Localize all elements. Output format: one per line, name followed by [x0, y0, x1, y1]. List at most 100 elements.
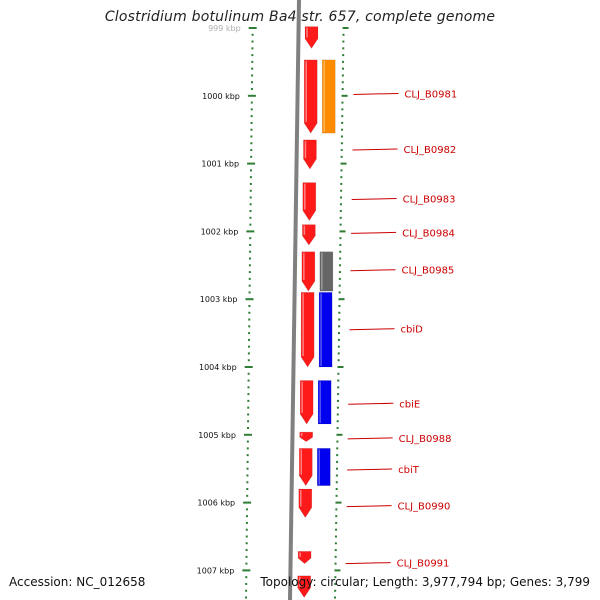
ruler-minor-tick: [246, 474, 249, 477]
ruler-minor-tick: [248, 277, 251, 280]
ruler-minor-tick: [247, 372, 250, 375]
outer-minor-tick: [342, 47, 345, 50]
outer-major-tick: [338, 298, 345, 301]
ruler-tick-label: 1000 kbp: [202, 92, 240, 101]
ruler-minor-tick: [245, 555, 248, 558]
ruler-minor-tick: [245, 515, 248, 518]
outer-minor-tick: [341, 81, 344, 84]
ruler-minor-tick: [251, 33, 254, 36]
ruler-minor-tick: [248, 284, 251, 287]
ruler-minor-tick: [251, 67, 254, 70]
outer-minor-tick: [342, 60, 345, 63]
ruler-minor-tick: [249, 223, 252, 226]
outer-minor-tick: [340, 189, 343, 192]
ruler-minor-tick: [245, 542, 248, 545]
ruler-minor-tick: [249, 176, 252, 179]
ruler-minor-tick: [248, 311, 251, 314]
gene-label: cbiE: [399, 399, 420, 410]
ruler-minor-tick: [250, 169, 253, 172]
gene-label-leader: [346, 505, 392, 508]
outer-minor-tick: [341, 121, 344, 124]
ruler-minor-tick: [249, 250, 252, 253]
outer-minor-tick: [335, 488, 338, 491]
outer-minor-tick: [338, 291, 341, 294]
gene-arrow: [303, 59, 318, 134]
outer-minor-tick: [337, 372, 340, 375]
ruler-tick-label: 1007 kbp: [197, 566, 235, 575]
gene-arrow: [298, 488, 313, 519]
outer-minor-tick: [336, 454, 339, 457]
ruler-minor-tick: [250, 149, 253, 152]
gene-label-leader: [345, 562, 391, 565]
ruler-minor-tick: [247, 420, 250, 423]
outer-minor-tick: [342, 54, 345, 57]
ruler-minor-tick: [249, 216, 252, 219]
outer-major-tick: [339, 230, 346, 233]
gene-label: CLJ_B0984: [402, 228, 455, 239]
ruler-minor-tick: [251, 40, 254, 43]
outer-minor-tick: [339, 210, 342, 213]
outer-minor-tick: [340, 196, 343, 199]
ruler-minor-tick: [245, 562, 248, 565]
ruler-minor-tick: [247, 393, 250, 396]
gene-arrow: [301, 251, 316, 292]
outer-minor-tick: [337, 338, 340, 341]
outer-major-tick: [335, 501, 342, 504]
outer-minor-tick: [335, 494, 338, 497]
outer-minor-tick: [339, 237, 342, 240]
outer-minor-tick: [336, 406, 339, 409]
outer-minor-tick: [341, 108, 344, 111]
outer-minor-tick: [335, 474, 338, 477]
gene-arrow: [297, 551, 312, 565]
ruler-minor-tick: [250, 142, 253, 145]
outer-minor-tick: [337, 352, 340, 355]
outer-minor-tick: [337, 345, 340, 348]
outer-minor-tick: [341, 101, 344, 104]
ruler-minor-tick: [249, 203, 252, 206]
outer-minor-tick: [336, 427, 339, 430]
outer-minor-tick: [334, 596, 337, 599]
kbp-ruler: 999 kbp 1000 kbp 1001 kbp 1002 kbp 1003 kbp 1…: [197, 24, 257, 599]
outer-minor-tick: [339, 264, 342, 267]
gene-label-leader: [349, 328, 395, 331]
outer-minor-tick: [337, 393, 340, 396]
gene-label: CLJ_B0991: [397, 559, 450, 570]
outer-minor-tick: [334, 589, 337, 592]
outer-minor-tick: [335, 521, 338, 524]
outer-minor-tick: [335, 515, 338, 518]
outer-minor-tick: [339, 257, 342, 260]
outer-minor-tick: [334, 582, 337, 585]
ruler-minor-tick: [247, 399, 250, 402]
ruler-tick-label: 1004 kbp: [199, 363, 237, 372]
ruler-minor-tick: [250, 115, 253, 118]
outer-major-tick: [340, 162, 347, 165]
outer-minor-tick: [337, 379, 340, 382]
outer-minor-tick: [335, 467, 338, 470]
ruler-minor-tick: [245, 521, 248, 524]
gene-label-leader: [350, 269, 396, 272]
ruler-tick-label: 1001 kbp: [201, 160, 239, 169]
outer-minor-tick: [342, 40, 345, 43]
ruler-minor-tick: [246, 467, 249, 470]
outer-minor-tick: [336, 460, 339, 463]
outer-major-tick: [337, 366, 344, 368]
ruler-minor-tick: [250, 101, 253, 104]
accession-text: Accession: NC_012658: [9, 575, 146, 589]
outer-minor-tick: [334, 549, 337, 552]
ruler-minor-tick: [250, 155, 253, 158]
ruler-tick-label: 1002 kbp: [201, 227, 239, 236]
outer-minor-tick: [342, 33, 345, 36]
ruler-minor-tick: [247, 427, 250, 430]
outer-minor-tick: [340, 182, 343, 185]
cog-feature: [316, 448, 331, 486]
outer-minor-tick: [339, 250, 342, 253]
gene-arrow: [299, 431, 313, 442]
ruler-tick-label: 1006 kbp: [197, 499, 235, 508]
ruler-minor-tick: [247, 379, 250, 382]
ruler-minor-tick: [249, 210, 252, 213]
outer-minor-tick: [341, 88, 344, 91]
gene-arrow: [303, 139, 317, 170]
ruler-minor-tick: [249, 237, 252, 240]
gene-label: CLJ_B0990: [398, 502, 451, 513]
gene-label-leader: [351, 198, 397, 201]
